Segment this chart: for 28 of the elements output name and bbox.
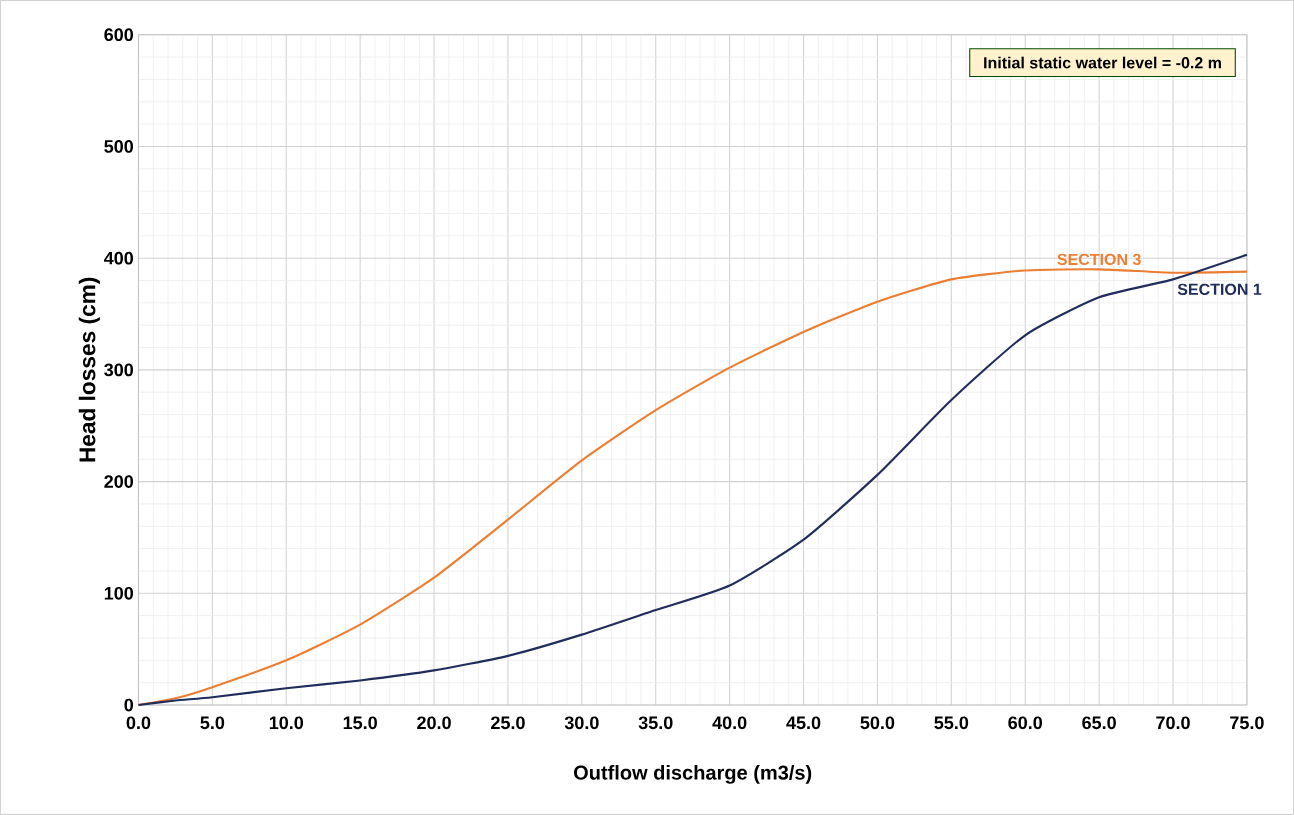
series-label: SECTION 1 [1177, 283, 1262, 296]
x-tick-label: 35.0 [638, 716, 673, 730]
y-tick-label: 200 [104, 475, 134, 489]
y-tick-label: 300 [104, 363, 134, 377]
x-tick-label: 75.0 [1230, 716, 1264, 730]
y-tick-label: 400 [103, 251, 134, 265]
x-tick-label: 25.0 [491, 716, 525, 730]
x-tick-label: 0.0 [126, 716, 151, 730]
x-tick-label: 45.0 [786, 716, 821, 730]
y-tick-label: 500 [104, 140, 134, 153]
x-tick-label: 10.0 [269, 716, 304, 730]
y-tick-label: 100 [104, 587, 134, 600]
y-tick-label: 600 [104, 28, 134, 42]
x-tick-label: 30.0 [564, 716, 599, 730]
y-tick-label: 0 [124, 698, 134, 712]
annotation: Initial static water level = -0.2 m [984, 56, 1221, 69]
x-tick-label: 60.0 [1008, 716, 1043, 730]
x-tick-label: 65.0 [1082, 716, 1116, 730]
x-tick-label: 50.0 [860, 716, 895, 730]
x-tick-label: 15.0 [343, 716, 377, 730]
x-tick-label: 55.0 [934, 716, 969, 730]
x-tick-label: 70.0 [1156, 716, 1190, 730]
series-label: SECTION 3 [1057, 253, 1141, 266]
x-tick-label: 40.0 [712, 716, 747, 730]
x-tick-label: 5.0 [200, 716, 225, 730]
y-axis-title: Head losses (cm) [78, 277, 100, 462]
x-tick-label: 20.0 [417, 716, 451, 730]
x-axis-title: Outflow discharge (m3/s) [573, 765, 812, 784]
